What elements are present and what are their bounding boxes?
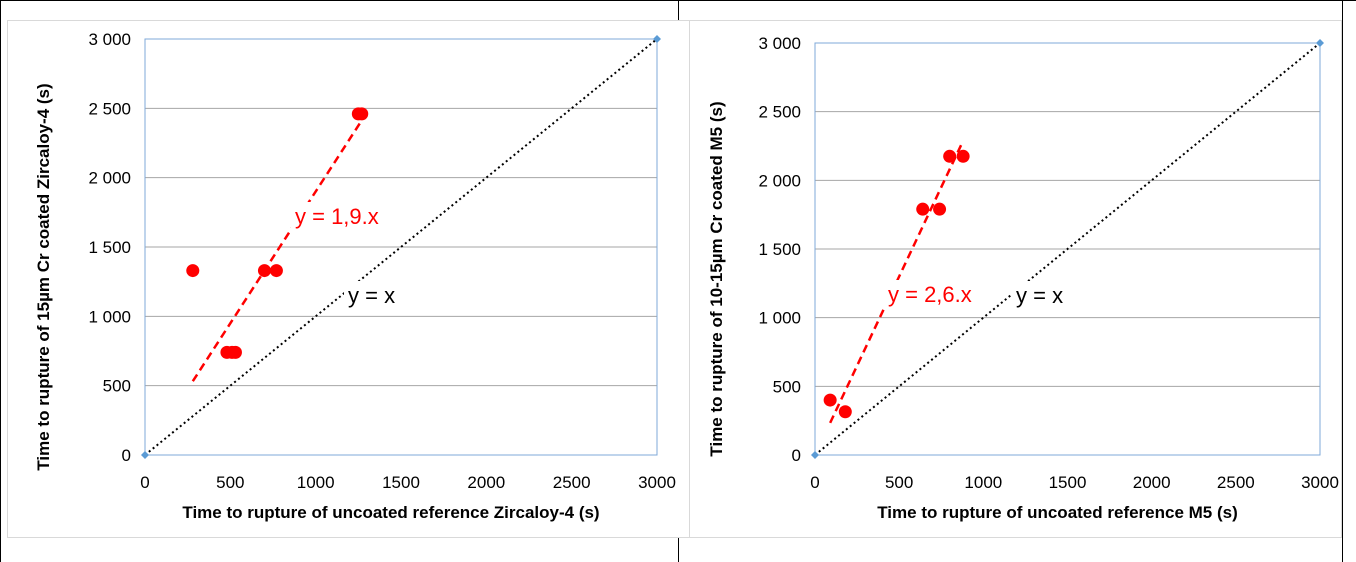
y-tick-label: 0 bbox=[792, 446, 801, 465]
data-point bbox=[916, 202, 930, 216]
trendline-label: y = 2,6.x bbox=[888, 282, 972, 307]
trendline-label: y = x bbox=[348, 283, 395, 308]
annotation-bg bbox=[291, 202, 398, 230]
plot-area bbox=[144, 38, 658, 456]
x-tick-label: 1000 bbox=[297, 473, 335, 492]
y-axis-title: Time to rupture of 10-15µm Cr coated M5 … bbox=[707, 101, 726, 456]
x-tick-label: 0 bbox=[140, 473, 149, 492]
reference-point bbox=[1316, 39, 1324, 47]
x-tick-label: 500 bbox=[885, 473, 913, 492]
reference-point bbox=[811, 451, 819, 459]
data-point bbox=[355, 107, 369, 121]
y-tick-label: 2 000 bbox=[758, 171, 801, 190]
x-tick-label: 500 bbox=[216, 473, 244, 492]
x-tick-label: 2000 bbox=[1133, 473, 1171, 492]
trendline-label: y = 1,9.x bbox=[295, 204, 379, 229]
x-tick-label: 1000 bbox=[964, 473, 1002, 492]
data-point bbox=[933, 202, 947, 216]
y-tick-label: 2 000 bbox=[88, 169, 131, 188]
y-tick-label: 1 000 bbox=[88, 307, 131, 326]
y-tick-label: 2 500 bbox=[758, 103, 801, 122]
x-tick-label: 2000 bbox=[467, 473, 505, 492]
y-tick-label: 1 500 bbox=[758, 240, 801, 259]
trendline-label: y = x bbox=[1016, 283, 1063, 308]
trendline bbox=[814, 42, 1321, 456]
annotation-bg bbox=[1012, 281, 1075, 309]
y-tick-label: 3 000 bbox=[88, 30, 131, 49]
y-tick-label: 2 500 bbox=[88, 99, 131, 118]
data-point bbox=[823, 393, 837, 407]
y-tick-label: 1 000 bbox=[758, 309, 801, 328]
x-tick-label: 1500 bbox=[1049, 473, 1087, 492]
y-tick-label: 3 000 bbox=[758, 34, 801, 53]
y-tick-label: 500 bbox=[773, 377, 801, 396]
data-point bbox=[943, 149, 957, 163]
chart-frame-2 bbox=[689, 20, 1342, 538]
reference-point bbox=[141, 451, 149, 459]
y-axis-title: Time to rupture of 15µm Cr coated Zircal… bbox=[34, 83, 53, 470]
annotation-bg bbox=[344, 281, 407, 309]
data-point bbox=[269, 264, 283, 278]
x-tick-label: 2500 bbox=[553, 473, 591, 492]
data-point bbox=[186, 264, 200, 278]
x-axis-title: Time to rupture of uncoated reference Zi… bbox=[182, 503, 599, 522]
y-tick-label: 0 bbox=[122, 446, 131, 465]
x-tick-label: 3000 bbox=[638, 473, 676, 492]
data-point bbox=[228, 345, 242, 359]
plot-area bbox=[814, 42, 1321, 456]
x-tick-label: 2500 bbox=[1217, 473, 1255, 492]
data-point bbox=[956, 149, 970, 163]
annotation-bg bbox=[884, 280, 991, 308]
chart-frame-1 bbox=[7, 20, 692, 538]
x-tick-label: 3000 bbox=[1301, 473, 1339, 492]
data-point bbox=[257, 264, 271, 278]
x-axis-title: Time to rupture of uncoated reference M5… bbox=[877, 503, 1238, 522]
reference-point bbox=[653, 35, 661, 43]
x-tick-label: 1500 bbox=[382, 473, 420, 492]
y-tick-label: 500 bbox=[103, 377, 131, 396]
y-tick-label: 1 500 bbox=[88, 238, 131, 257]
data-point bbox=[838, 405, 852, 419]
x-tick-label: 0 bbox=[810, 473, 819, 492]
